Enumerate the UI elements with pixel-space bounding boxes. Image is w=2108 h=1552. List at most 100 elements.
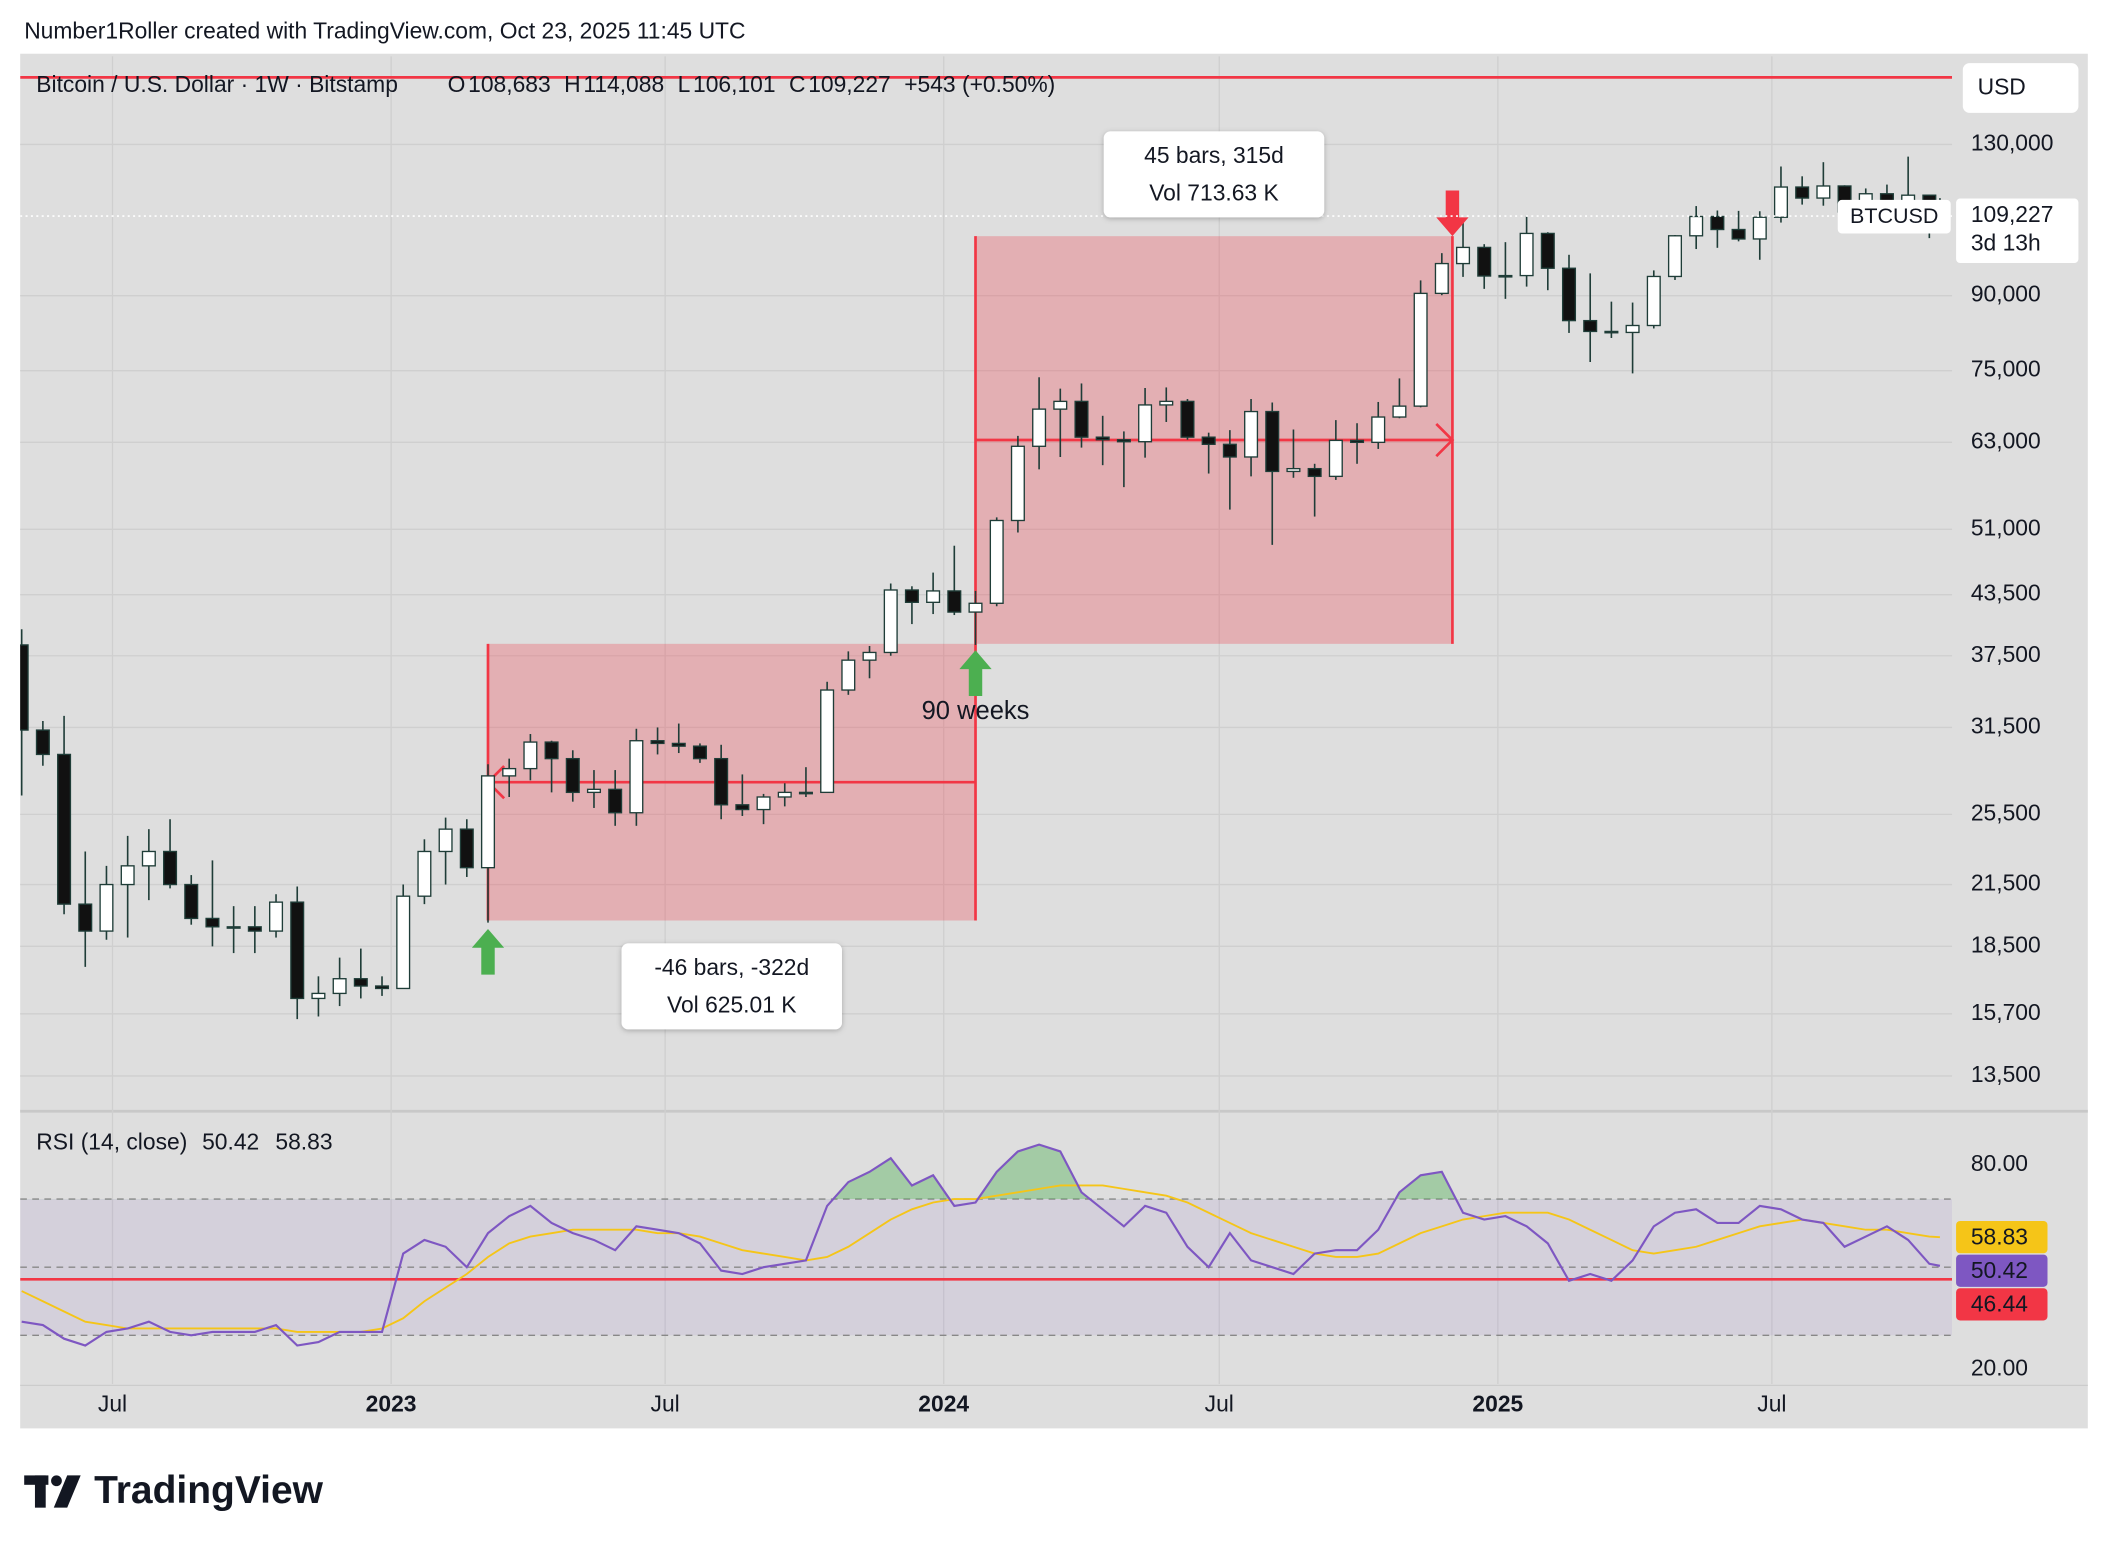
candle-body	[989, 519, 1004, 604]
symbol-box	[1837, 199, 1951, 234]
legend-value: 106,101	[693, 71, 776, 97]
y-tick-label: 25,500	[1971, 799, 2041, 825]
symbol-label: BTCUSD	[1850, 204, 1938, 228]
rsi-value-box	[1956, 1288, 2048, 1321]
candle-body	[1053, 400, 1068, 410]
candle-body	[78, 903, 93, 932]
rsi-title: RSI (14, close)	[36, 1129, 187, 1155]
legend-value: 109,227	[808, 71, 891, 97]
candle-body	[1180, 400, 1195, 438]
range-label-box	[1103, 131, 1325, 218]
currency: USD	[1978, 74, 2026, 100]
rsi-value-box	[1956, 1221, 2048, 1254]
candle-body	[417, 850, 432, 897]
rsi-legend-value: 58.83	[275, 1129, 332, 1155]
candle-body	[396, 895, 411, 990]
candle-body	[1583, 319, 1598, 333]
y-tick-label: 37,500	[1971, 641, 2041, 667]
logo-part	[53, 1475, 81, 1508]
candle-body	[1519, 232, 1534, 277]
candle-body	[1095, 436, 1110, 441]
signal-arrow	[1436, 190, 1469, 237]
candle-body	[671, 742, 686, 747]
candle-body	[586, 788, 602, 794]
candle-body	[20, 644, 29, 731]
candle-body	[1498, 274, 1513, 278]
candle-body	[544, 741, 559, 760]
logo-part	[34, 1475, 46, 1508]
y-tick-label: 63,000	[1971, 427, 2041, 453]
byline: Number1Roller created with TradingView.c…	[24, 17, 745, 43]
candle-body	[184, 883, 199, 920]
candle-body	[1392, 405, 1407, 418]
candle-body	[1074, 400, 1089, 438]
rsi-value-label: 58.83	[1971, 1224, 2028, 1250]
y-tick-label: 43,500	[1971, 580, 2041, 606]
countdown: 3d 13h	[1971, 229, 2041, 255]
candle-body	[1625, 324, 1640, 334]
candle-body	[692, 745, 707, 760]
candle-body	[311, 992, 326, 1000]
y-tick-label: 75,000	[1971, 356, 2041, 382]
last-price-label: 109,227	[1971, 201, 2054, 227]
candle-body	[502, 767, 517, 777]
y-tick-label: 31,500	[1971, 712, 2041, 738]
grid	[20, 56, 1953, 1385]
y-tick-label: 130,000	[1971, 129, 2054, 155]
candle-body	[1434, 262, 1449, 295]
candle-body	[1413, 292, 1428, 407]
candle-body	[735, 804, 750, 811]
signal-arrow	[959, 650, 992, 696]
range-arrowhead	[1435, 422, 1455, 458]
candle-body	[1159, 400, 1174, 406]
candle-body	[332, 978, 347, 995]
candle-body	[120, 865, 135, 886]
rsi-tick-label: 80.00	[1971, 1150, 2028, 1176]
y-tick-label: 15,700	[1971, 999, 2041, 1025]
rsi-line	[21, 1143, 1941, 1347]
candle-body	[205, 917, 220, 928]
candle-body	[1795, 186, 1810, 199]
candle-body	[862, 651, 877, 661]
legend-title: Bitcoin / U.S. Dollar · 1W · Bitstamp	[36, 71, 398, 97]
x-tick-label: 2025	[1472, 1391, 1523, 1417]
range-label: 45 bars, 315d	[1144, 142, 1284, 168]
candle-body	[1032, 408, 1047, 447]
last-price-box	[1956, 198, 2079, 264]
legend-key: C	[789, 71, 806, 97]
x-tick-label: Jul	[98, 1391, 127, 1417]
candle-body	[290, 901, 305, 1000]
candle-body	[1667, 235, 1683, 278]
candle-body	[1116, 439, 1131, 443]
signal-arrow	[471, 928, 505, 975]
candle-body	[947, 590, 962, 613]
candle-body	[926, 590, 941, 603]
candle-body	[247, 926, 262, 932]
legend-value: 114,088	[583, 71, 664, 97]
y-tick-label: 51,000	[1971, 514, 2041, 540]
candle-body	[1286, 467, 1301, 473]
rsi-value-box	[1956, 1254, 2048, 1287]
candle-body	[1752, 216, 1767, 240]
rsi-legend-value: 50.42	[202, 1129, 259, 1155]
brand: TradingView	[94, 1469, 324, 1512]
legend-key: L	[678, 71, 691, 97]
candle-body	[1244, 410, 1259, 458]
rsi-value-label: 46.44	[1971, 1291, 2028, 1317]
candle-body	[57, 753, 72, 905]
candle-body	[1350, 439, 1365, 444]
candle-body	[1371, 416, 1386, 444]
range-volume: Vol 625.01 K	[667, 992, 797, 1018]
candle-body	[1010, 445, 1025, 522]
legend-value: 108,683	[468, 71, 551, 97]
candle-body	[1731, 228, 1746, 240]
currency-box	[1962, 63, 2079, 113]
x-tick-label: Jul	[1205, 1391, 1234, 1417]
candle-body	[374, 985, 390, 990]
candle-body	[1222, 443, 1237, 458]
range-volume: Vol 713.63 K	[1149, 180, 1279, 206]
brand-logo	[24, 1475, 81, 1508]
range-label: -46 bars, -322d	[654, 954, 809, 980]
